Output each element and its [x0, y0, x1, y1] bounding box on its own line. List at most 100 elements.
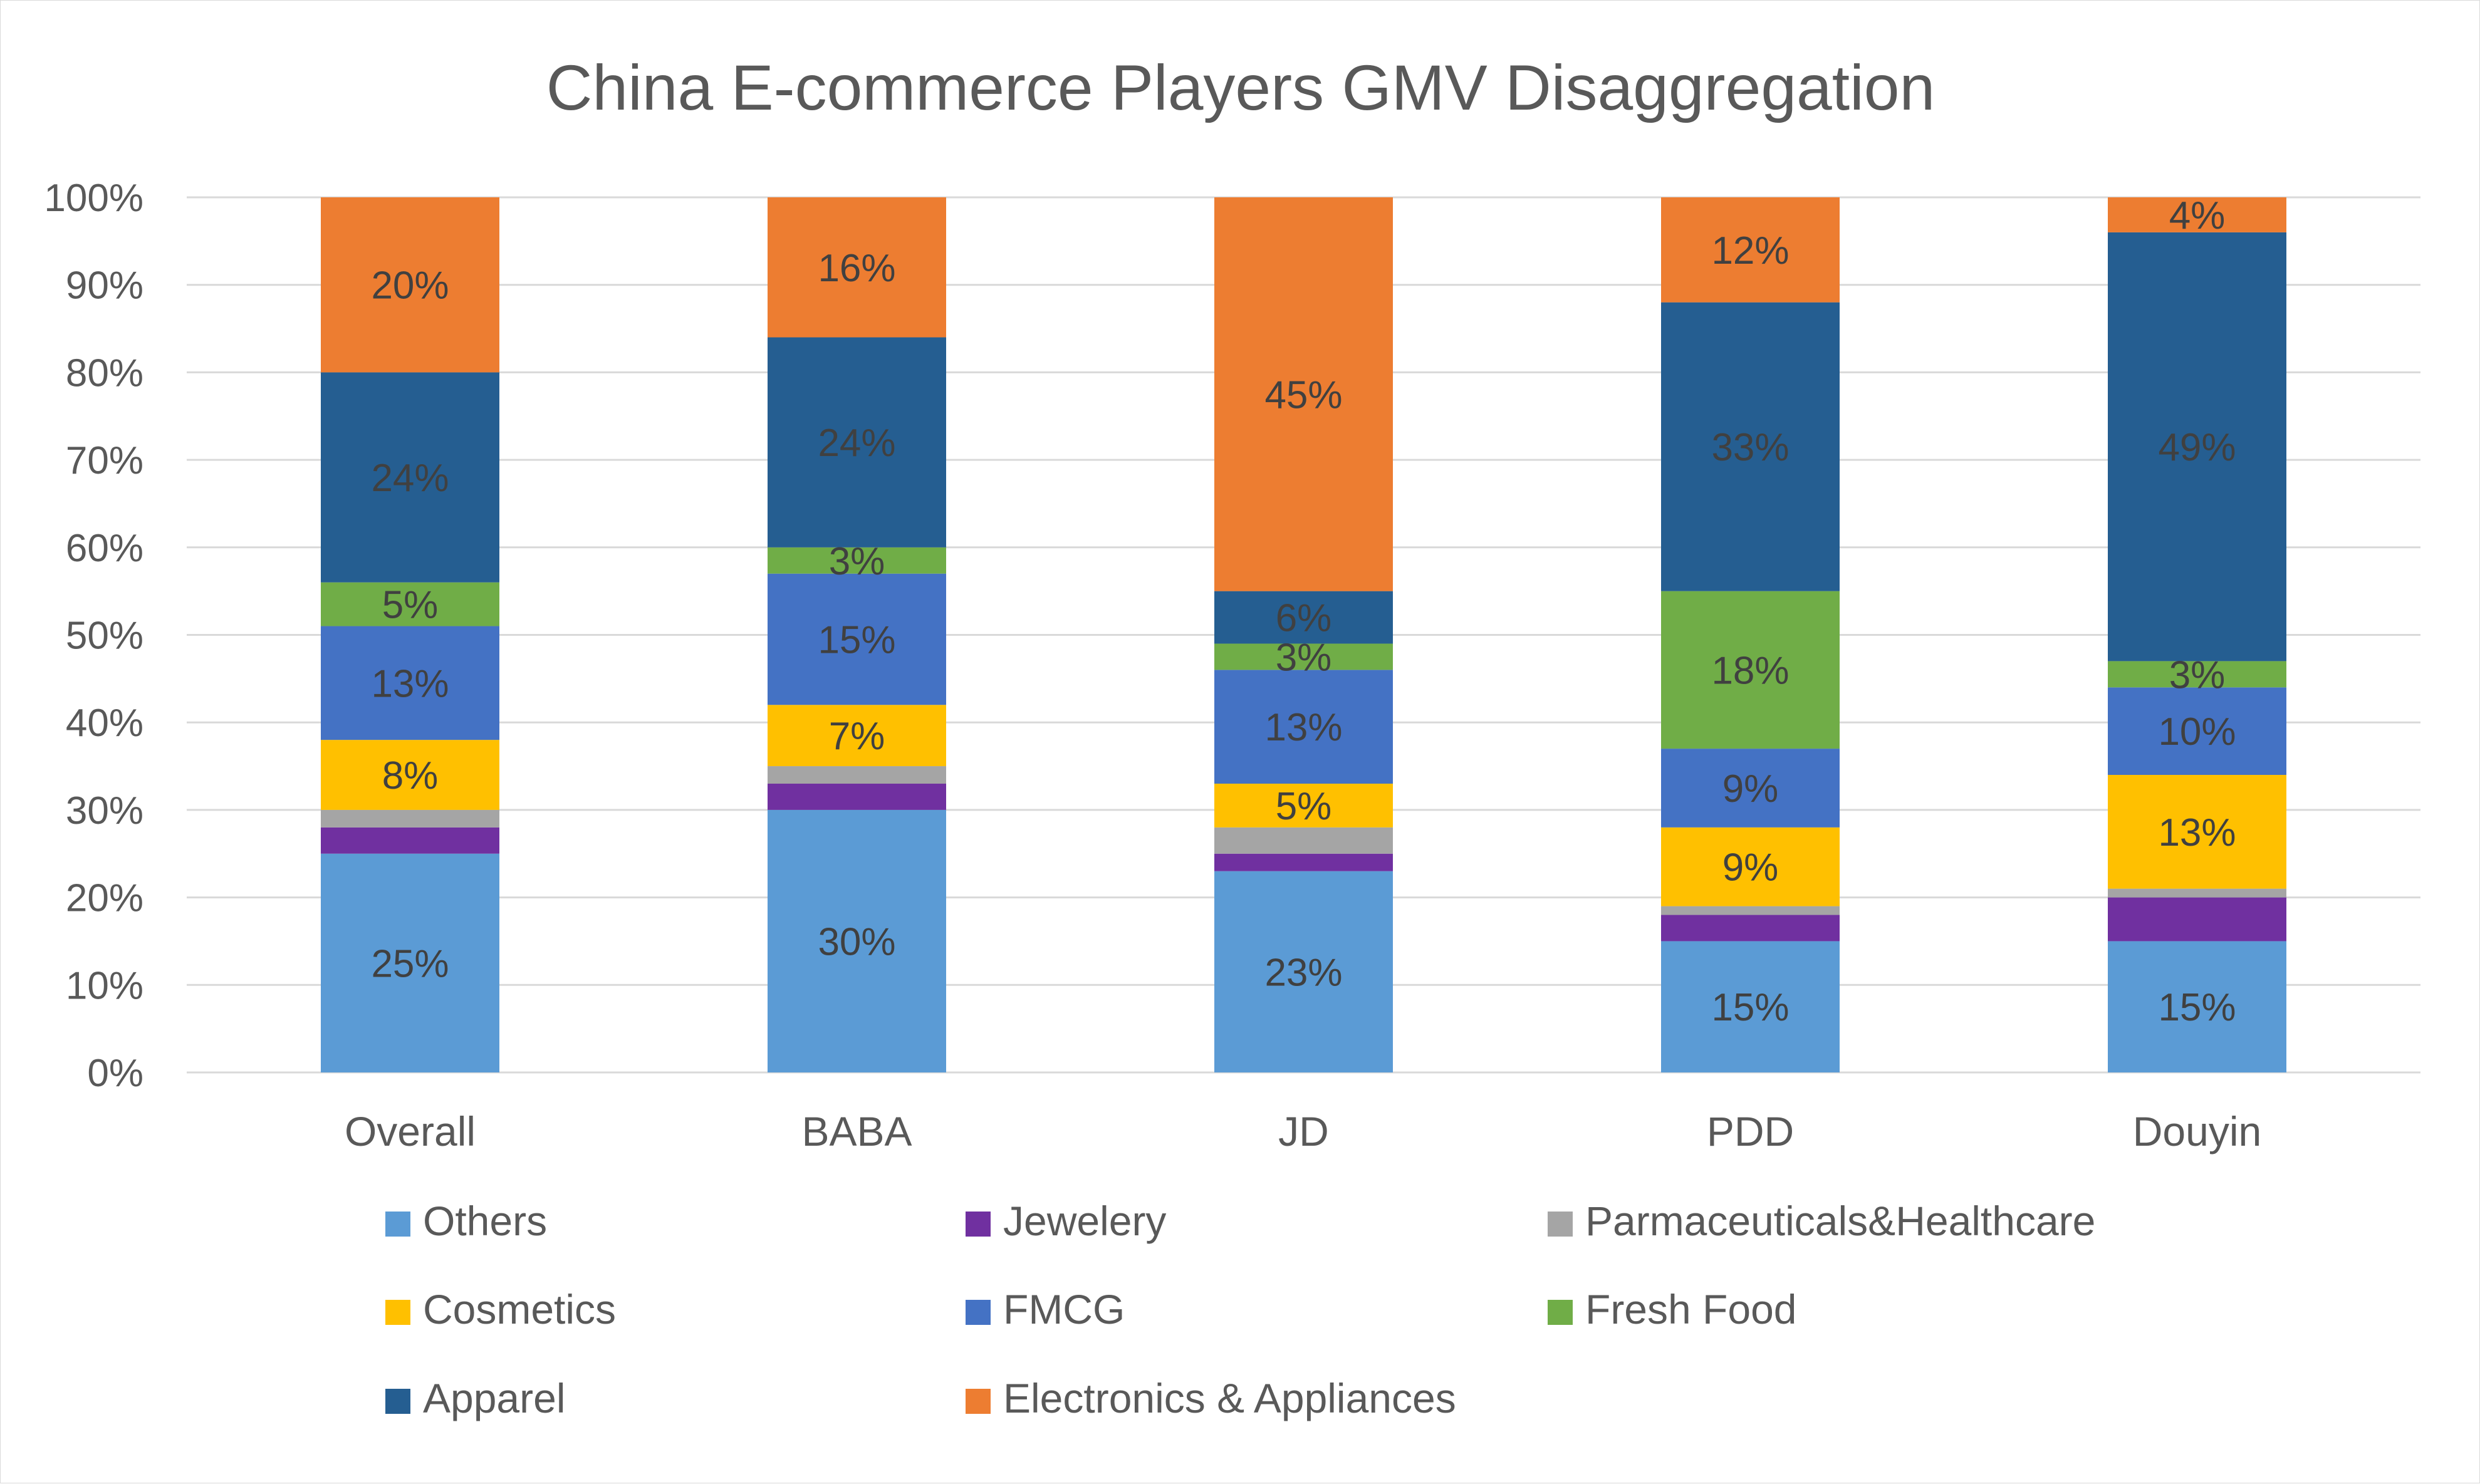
bar-segment-electronics-appliances [2108, 197, 2286, 232]
legend-label: Jewelery [1003, 1198, 1166, 1244]
bar-segment-apparel [2108, 232, 2286, 662]
y-axis: 0% 10% 20% 30% 40% 50% 60% 70% 80% 90% 100% [44, 177, 143, 1095]
data-label: 3% [1276, 636, 1332, 679]
data-label: 6% [1276, 597, 1332, 640]
bar-segment-cosmetics [1661, 827, 1840, 906]
y-tick-label: 100% [44, 177, 143, 220]
legend-swatch [966, 1212, 991, 1237]
bar-segment-cosmetics [321, 740, 499, 810]
chart-title: China E-commerce Players GMV Disaggregat… [546, 52, 1936, 123]
bar-segment-jewelery [2108, 897, 2286, 942]
legend-swatch [1548, 1300, 1573, 1325]
legend-label: Cosmetics [423, 1286, 616, 1332]
data-label: 24% [371, 457, 449, 500]
data-label: 49% [2158, 426, 2236, 469]
y-tick-label: 60% [66, 527, 143, 570]
data-label: 13% [371, 662, 449, 705]
bar-segment-jewelery [1661, 915, 1840, 942]
y-tick-label: 20% [66, 877, 143, 920]
data-label: 4% [2169, 194, 2226, 237]
bar-segment-apparel [1214, 591, 1393, 644]
bar-segment-others [768, 809, 946, 1072]
bar-segment-parmaceuticals-healthcare [1214, 827, 1393, 854]
data-label: 15% [1711, 986, 1789, 1029]
data-label: 30% [818, 920, 895, 963]
bar-segment-fmcg [1214, 670, 1393, 784]
data-label: 5% [1276, 785, 1332, 828]
bar-segment-others [2108, 941, 2286, 1072]
legend-swatch [966, 1389, 991, 1414]
x-tick-label: Douyin [2133, 1108, 2261, 1155]
legend-label: Electronics & Appliances [1003, 1375, 1456, 1421]
bar-segment-fresh-food [1661, 591, 1840, 749]
bar-segment-jewelery [768, 783, 946, 810]
data-label: 23% [1264, 951, 1342, 994]
data-label: 3% [829, 540, 885, 583]
legend-label: Fresh Food [1585, 1286, 1796, 1332]
data-label: 15% [818, 618, 895, 662]
bar-segment-jewelery [1214, 853, 1393, 871]
bar-segment-cosmetics [2108, 775, 2286, 889]
bar-segment-fresh-food [768, 547, 946, 574]
bar-segment-others [1214, 871, 1393, 1072]
bar-segment-fmcg [1661, 749, 1840, 828]
data-label: 33% [1711, 426, 1789, 469]
bar-segment-fmcg [321, 626, 499, 740]
legend-label: Apparel [423, 1375, 566, 1421]
bar-segment-parmaceuticals-healthcare [1661, 906, 1840, 915]
x-tick-label: JD [1278, 1108, 1329, 1155]
bar-segment-apparel [768, 337, 946, 547]
data-label: 18% [1711, 649, 1789, 692]
legend-label: Others [423, 1198, 547, 1244]
bar-segment-fmcg [768, 573, 946, 705]
bar-segment-jewelery [321, 827, 499, 854]
data-label: 15% [2158, 986, 2236, 1029]
data-label: 13% [1264, 706, 1342, 749]
legend-swatch [385, 1389, 410, 1414]
bar-segment-cosmetics [768, 705, 946, 767]
data-label: 20% [371, 264, 449, 308]
data-label: 24% [818, 422, 895, 465]
bar-segment-cosmetics [1214, 783, 1393, 828]
data-label: 13% [2158, 811, 2236, 854]
bar-segment-electronics-appliances [768, 197, 946, 338]
y-tick-label: 90% [66, 264, 143, 308]
legend-swatch [1548, 1212, 1573, 1237]
bar-segment-parmaceuticals-healthcare [321, 809, 499, 828]
bar-segment-apparel [1661, 302, 1840, 591]
legend-label: FMCG [1003, 1286, 1125, 1332]
legend-swatch [385, 1212, 410, 1237]
data-label: 7% [829, 715, 885, 758]
bar-segment-parmaceuticals-healthcare [768, 766, 946, 784]
bar-segment-fresh-food [1214, 643, 1393, 670]
data-label: 8% [382, 754, 439, 797]
data-label: 9% [1722, 846, 1779, 890]
legend-swatch [966, 1300, 991, 1325]
data-label: 45% [1264, 373, 1342, 417]
legend-swatch [385, 1300, 410, 1325]
y-tick-label: 80% [66, 351, 143, 395]
bar-segment-others [321, 853, 499, 1072]
bar-segment-others [1661, 941, 1840, 1072]
bar-segment-fresh-food [321, 582, 499, 626]
x-tick-label: Overall [345, 1108, 476, 1155]
y-tick-label: 50% [66, 615, 143, 658]
bar-segment-electronics-appliances [1214, 197, 1393, 591]
bar-segment-parmaceuticals-healthcare [2108, 888, 2286, 898]
data-label: 3% [2169, 653, 2226, 697]
legend-label: Parmaceuticals&Healthcare [1585, 1198, 2095, 1244]
bar-segment-fresh-food [2108, 661, 2286, 688]
x-tick-label: PDD [1707, 1108, 1794, 1155]
bar-segment-electronics-appliances [1661, 197, 1840, 303]
data-label: 9% [1722, 767, 1779, 811]
bar-segment-fmcg [2108, 687, 2286, 776]
y-tick-label: 0% [87, 1052, 143, 1095]
bar-segment-apparel [321, 372, 499, 583]
x-tick-label: BABA [801, 1108, 912, 1155]
x-axis: Overall BABA JD PDD Douyin [345, 1108, 2261, 1155]
data-label: 25% [371, 942, 449, 985]
data-label: 12% [1711, 229, 1789, 272]
y-tick-label: 70% [66, 439, 143, 482]
